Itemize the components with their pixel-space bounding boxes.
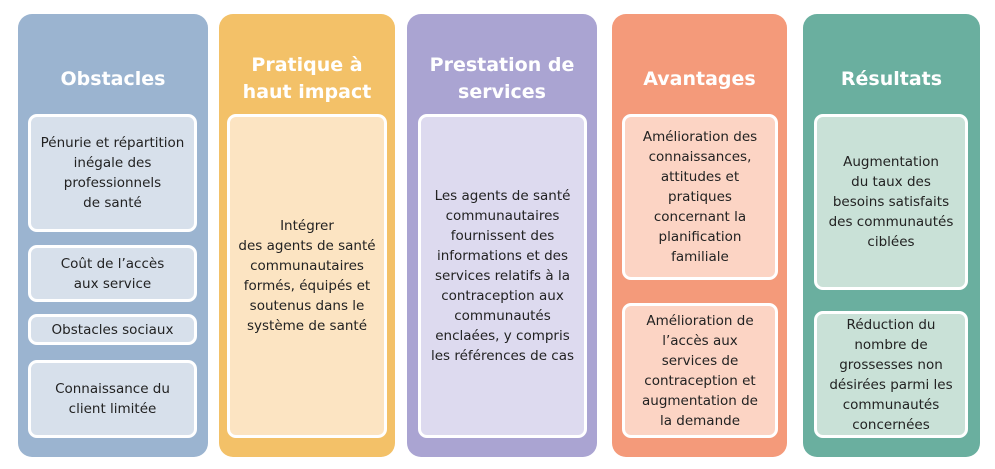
text-box: Pénurie et répartition inégale des profess… (28, 114, 197, 232)
text-box: Réduction du nombre de grossesses non désir… (814, 311, 968, 438)
column-title: Pratique à haut impact (219, 39, 395, 119)
text-line: du taux des (851, 174, 931, 190)
text-line: pratiques (668, 189, 732, 205)
column-title: Prestation de services (407, 39, 597, 119)
title-line: Obstacles (60, 67, 166, 90)
text-line: client limitée (68, 401, 157, 417)
text-line: Amélioration des (642, 129, 758, 145)
title-line: Résultats (840, 67, 943, 90)
column: Avantages Amélioration des connaissances, a… (612, 14, 787, 457)
text-line: la demande (659, 412, 741, 429)
text-box: Amélioration de l’accès aux services de con… (622, 303, 778, 438)
text-line: désirées parmi les (829, 376, 953, 393)
text-line: communautés (842, 396, 940, 413)
text-line: de santé (83, 195, 142, 211)
text-box: Augmentation du taux des besoins satisfait… (814, 114, 968, 290)
text-line: concernant la (653, 209, 747, 225)
text-line: services de (661, 352, 739, 369)
text-line: Obstacles sociaux (51, 321, 174, 338)
text-box: Obstacles sociaux (28, 314, 197, 345)
title-line: Prestation de (429, 54, 575, 76)
text-line: services relatifs à la (435, 268, 570, 284)
text-line: inégale des (73, 155, 152, 171)
text-line: contraception aux (441, 288, 564, 304)
text-line: communautés (454, 308, 551, 324)
text-line: formés, équipés et (243, 278, 371, 294)
text-box: Les agents de santé communautaires fournis… (418, 114, 587, 438)
title-line: services (458, 81, 546, 103)
column-title: Obstacles (18, 39, 208, 119)
text-line: communautaires (250, 258, 364, 274)
text-line: soutenus dans le (249, 298, 365, 314)
text-line: professionnels (63, 175, 162, 191)
column: Obstacles Pénurie et répartition inégale d… (18, 14, 208, 457)
text-line: l’accès aux (662, 332, 738, 349)
text-box: Amélioration des connaissances, attitudes … (622, 114, 778, 280)
text-line: grossesses non (839, 356, 943, 373)
text-box: Connaissance du client limitée (28, 360, 197, 438)
text-line: système de santé (246, 318, 368, 334)
column: Prestation de services Les agents de santé… (407, 14, 597, 457)
text-line: informations et des (436, 248, 569, 264)
text-line: des communautés (828, 214, 954, 230)
text-line: Coût de l’accès (60, 255, 165, 272)
text-line: les références de cas (430, 348, 575, 364)
text-line: fournissent des (450, 228, 555, 244)
text-line: communautaires (445, 208, 560, 224)
column: Résultats Augmentation du taux des besoins … (803, 14, 980, 457)
text-line: ciblées (867, 234, 915, 250)
column-title: Avantages (612, 39, 787, 119)
text-line: nombre de (854, 336, 928, 353)
title-line: Pratique à (251, 54, 363, 76)
text-line: Connaissance du (55, 381, 170, 397)
text-box: Coût de l’accès aux service (28, 245, 197, 302)
text-box: Intégrer des agents de santé communautaire… (227, 114, 387, 438)
text-line: besoins satisfaits (832, 194, 950, 210)
text-line: aux service (73, 275, 152, 292)
text-line: Les agents de santé (434, 188, 571, 204)
text-line: augmentation de (641, 392, 758, 409)
text-line: concernées (852, 416, 930, 433)
column: Pratique à haut impact Intégrer des agents … (219, 14, 395, 457)
text-line: familiale (671, 249, 729, 265)
text-line: contraception et (644, 372, 756, 389)
title-line: Avantages (643, 67, 756, 90)
text-line: planification (658, 229, 742, 245)
text-line: Pénurie et répartition (40, 135, 185, 151)
column-title: Résultats (803, 39, 980, 119)
text-line: Amélioration de (646, 312, 754, 329)
text-line: Intégrer (280, 218, 334, 234)
text-line: Réduction du (846, 316, 936, 333)
text-line: attitudes et (660, 169, 740, 185)
title-line: haut impact (242, 81, 372, 103)
text-line: Augmentation (843, 154, 939, 170)
text-line: connaissances, (648, 149, 752, 165)
text-line: des agents de santé (238, 238, 376, 254)
text-line: enclaées, y compris (435, 328, 570, 344)
